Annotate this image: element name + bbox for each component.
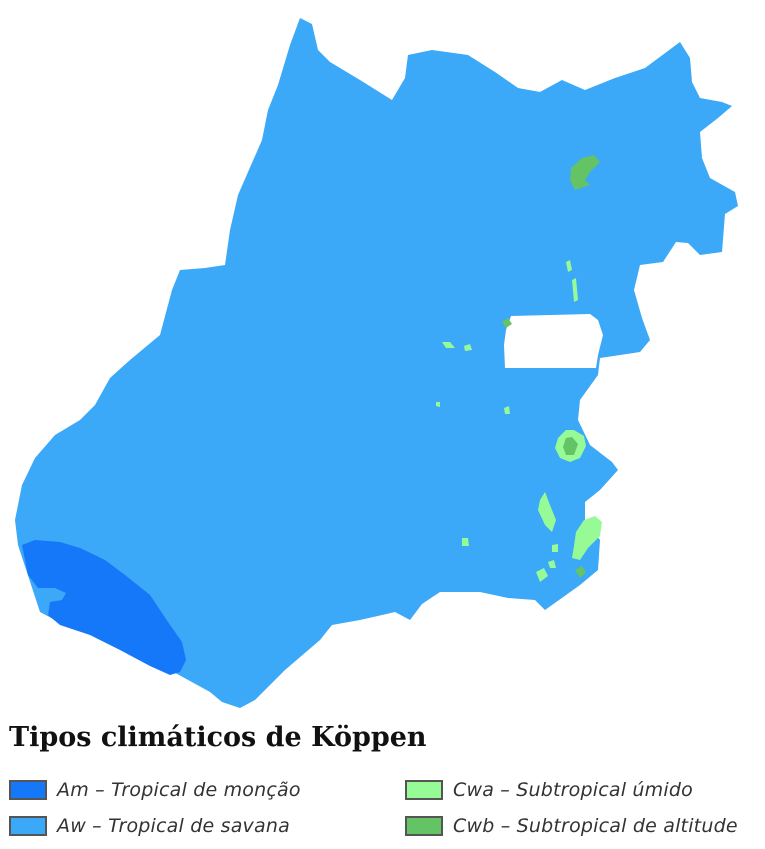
cwb-patch-small-1 [502,318,512,328]
cwa-patch-south-4 [552,544,558,552]
cwa-patch-streak-3 [572,278,578,302]
cwb-patch-small-3 [575,566,586,578]
legend-label-aw: Aw – Tropical de savana [57,815,290,837]
legend-swatch-aw [9,816,47,836]
cwa-patch-streak-1 [538,492,556,532]
region-aw-tropical-savana [15,18,738,708]
legend-label-cwa: Cwa – Subtropical úmido [453,779,693,801]
region-am-tropical-moncao [22,540,186,675]
cwa-patch-south-1 [462,538,469,546]
legend-item-cwa: Cwa – Subtropical úmido [405,777,693,803]
cwa-patch-west-1 [442,342,455,348]
excluded-area-distrito-federal [504,314,603,368]
legend-swatch-cwa [405,780,443,800]
cwa-patch-south-3 [548,560,556,568]
cwa-patch-south-2 [536,568,548,582]
cwa-patch-west-2 [464,344,472,351]
cwb-patch-north [570,155,600,190]
climate-map [15,18,738,708]
legend-label-am: Am – Tropical de monção [57,779,301,801]
legend-item-aw: Aw – Tropical de savana [9,813,290,839]
cwa-patch-east-ring [555,430,586,462]
cwa-patch-streak-2 [566,260,572,272]
legend-swatch-cwb [405,816,443,836]
legend-label-cwb: Cwb – Subtropical de altitude [453,815,738,837]
regions-cwa-subtropical-umido [436,260,602,582]
legend-item-am: Am – Tropical de monção [9,777,301,803]
legend-item-cwb: Cwb – Subtropical de altitude [405,813,738,839]
cwa-patch-mid-1 [436,402,440,407]
legend-swatch-am [9,780,47,800]
legend-title: Tipos climáticos de Köppen [9,722,427,753]
cwa-patch-mid-2 [504,406,510,414]
cwa-patch-southeast [572,516,602,560]
